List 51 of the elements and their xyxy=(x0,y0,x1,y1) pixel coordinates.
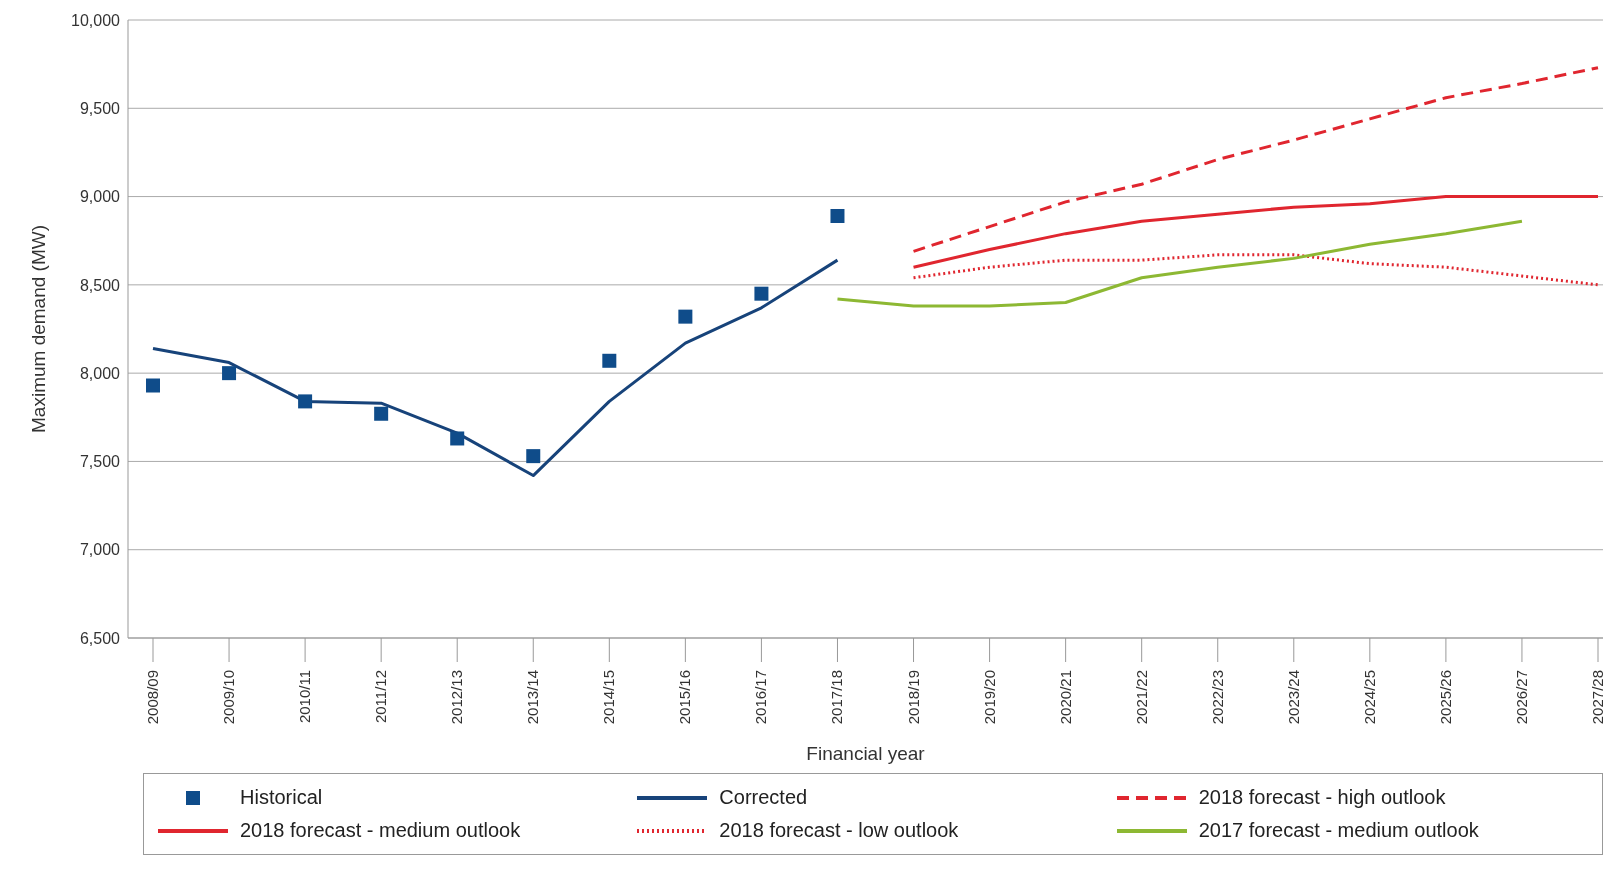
point xyxy=(602,353,617,368)
legend-label: Corrected xyxy=(719,786,808,809)
x-tick-label: 2010/11 xyxy=(296,670,314,724)
point xyxy=(298,394,313,409)
x-tick-label: 2019/20 xyxy=(980,670,998,725)
x-tick-label: 2020/21 xyxy=(1056,670,1074,725)
point xyxy=(146,378,160,393)
x-tick-label: 2022/23 xyxy=(1208,670,1226,725)
x-tick-label: 2018/19 xyxy=(904,670,922,725)
y-tick-label: 6,500 xyxy=(79,629,121,647)
point xyxy=(450,431,465,446)
x-tick-label: 2027/28 xyxy=(1589,670,1606,725)
x-tick-label: 2026/27 xyxy=(1512,670,1530,725)
line-series xyxy=(912,253,1600,287)
x-tick-label: 2021/22 xyxy=(1132,670,1150,725)
y-tick-label: 7,500 xyxy=(79,453,121,471)
legend-label: 2018 forecast - low outlook xyxy=(719,819,959,842)
y-tick-label: 9,500 xyxy=(79,99,121,117)
y-tick-label: 7,000 xyxy=(79,541,121,559)
legend-label: 2017 forecast - medium outlook xyxy=(1198,819,1479,842)
line-series xyxy=(912,66,1600,253)
legend-label: 2018 forecast - high outlook xyxy=(1198,786,1446,809)
y-axis-title: Maximum demand (MW) xyxy=(27,225,49,433)
x-axis-title: Financial year xyxy=(806,743,926,764)
y-tick-label: 9,000 xyxy=(79,188,121,206)
x-tick-label: 2023/24 xyxy=(1284,670,1302,725)
point xyxy=(678,309,693,324)
x-tick-label: 2014/15 xyxy=(600,670,618,725)
point xyxy=(754,286,769,301)
x-tick-label: 2015/16 xyxy=(676,670,694,725)
y-tick-label: 8,500 xyxy=(79,276,121,294)
legend-label: 2018 forecast - medium outlook xyxy=(240,819,521,842)
point xyxy=(830,208,845,223)
y-tick-label: 8,000 xyxy=(79,364,121,382)
x-tick-label: 2024/25 xyxy=(1360,670,1378,725)
x-tick-label: 2025/26 xyxy=(1436,670,1454,725)
x-tick-label: 2016/17 xyxy=(752,670,770,725)
y-tick-label: 10,000 xyxy=(71,11,121,29)
line-series xyxy=(912,195,1600,269)
point xyxy=(526,449,541,464)
x-tick-label: 2012/13 xyxy=(448,670,466,725)
point xyxy=(222,366,237,381)
point xyxy=(374,406,389,421)
line-series xyxy=(835,219,1524,308)
x-tick-label: 2013/14 xyxy=(524,670,542,725)
line-series xyxy=(151,258,839,478)
x-tick-label: 2011/12 xyxy=(372,670,390,724)
x-tick-label: 2009/10 xyxy=(220,670,238,725)
x-tick-label: 2017/18 xyxy=(828,670,846,725)
legend-label: Historical xyxy=(240,786,323,809)
x-tick-label: 2008/09 xyxy=(144,670,161,725)
